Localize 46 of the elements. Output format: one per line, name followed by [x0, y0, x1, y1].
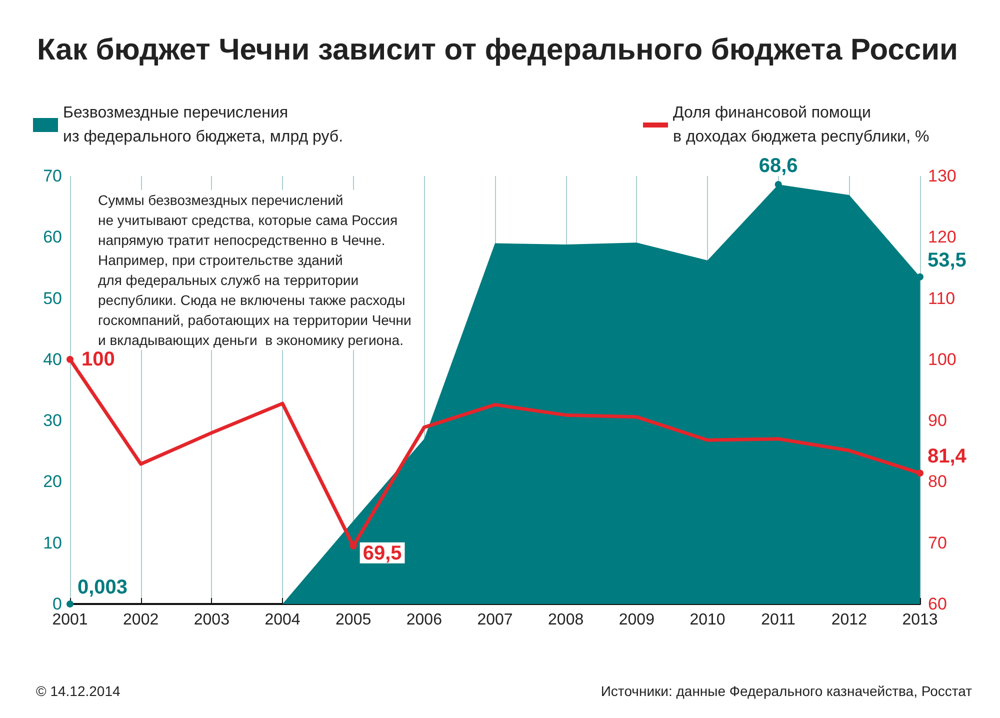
- y2-tick-label: 130: [928, 166, 956, 186]
- x-tick-label: 2002: [123, 612, 159, 628]
- x-tick-label: 2011: [761, 612, 796, 628]
- x-tick-label: 2008: [548, 612, 584, 628]
- x-tick-label: 2012: [831, 612, 868, 628]
- y-tick-label: 20: [43, 472, 62, 492]
- x-tick-label: 2001: [52, 612, 88, 628]
- point: [916, 273, 924, 280]
- x-tick-label: 2003: [194, 612, 230, 628]
- data-label: 100: [82, 348, 115, 370]
- chart-title: Как бюджет Чечни зависит от федерального бюджета России: [37, 34, 958, 66]
- data-label: 53,5: [928, 249, 966, 272]
- y-tick-label: 40: [43, 350, 62, 369]
- y2-tick-label: 60: [928, 594, 947, 614]
- y-tick-label: 50: [43, 288, 62, 308]
- x-tick-label: 2004: [264, 612, 300, 628]
- y-tick-label: 30: [43, 411, 62, 430]
- x-tick-label: 2013: [902, 612, 938, 628]
- y2-tick-label: 80: [928, 472, 947, 492]
- data-label: 69,5: [362, 542, 402, 564]
- y2-tick-label: 90: [928, 411, 947, 430]
- x-tick-label: 2006: [406, 612, 442, 628]
- annotation: Суммы безвозмездных перечислений не учитывают средства, которые сама Россия напрямую тратит непосредственно в Чечне. Например, при строительстве зданий для федеральных служб на территории республики. Сюда не включены также расходы госкомпаний, работающих на территории Чечни и вкладывающих деньги в экономику региона.: [98, 192, 412, 348]
- y2-tick-label: 70: [928, 533, 947, 552]
- legend-label: Безвозмездные перечисления из федерального бюджета, млрд руб.: [63, 104, 344, 146]
- x-tick-label: 2010: [690, 612, 726, 628]
- x-tick-label: 2007: [477, 612, 513, 628]
- y-tick-label: 0: [52, 594, 62, 614]
- y-tick-label: 70: [43, 166, 62, 186]
- x-tick-label: 2005: [336, 612, 372, 628]
- y2-tick-label: 100: [928, 350, 956, 369]
- y-tick-label: 60: [43, 228, 62, 247]
- text: © 14.12.2014: [36, 683, 120, 699]
- point: [66, 600, 74, 608]
- x-tick-label: 2009: [618, 612, 655, 628]
- data-label: 0,003: [78, 576, 128, 598]
- data-label: 81,4: [928, 446, 968, 468]
- point: [66, 356, 74, 363]
- y2-tick-label: 120: [928, 228, 956, 247]
- y-tick-label: 10: [43, 533, 62, 552]
- point: [916, 470, 924, 477]
- text: Источники: данные Федерального казначейства, Росстат: [600, 683, 973, 699]
- legend-label: Доля финансовой помощи в доходах бюджета республики, %: [673, 104, 930, 146]
- data-label: 68,6: [758, 155, 798, 178]
- y2-tick-label: 110: [928, 288, 956, 308]
- point: [774, 181, 782, 188]
